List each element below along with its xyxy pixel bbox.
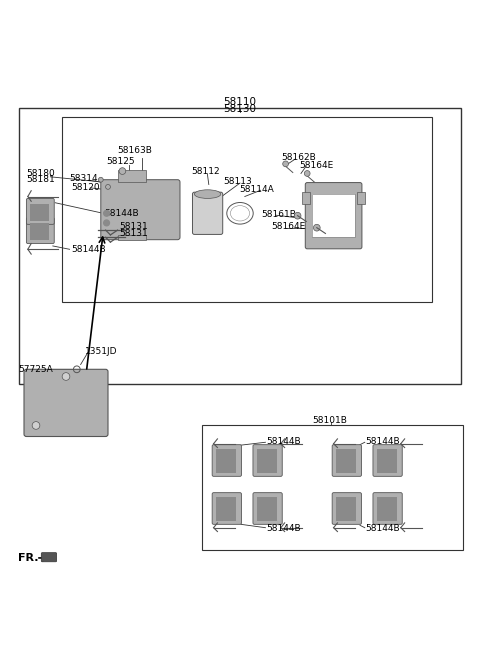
Text: 58131: 58131	[119, 222, 148, 231]
FancyBboxPatch shape	[212, 493, 241, 524]
FancyBboxPatch shape	[302, 192, 310, 204]
FancyBboxPatch shape	[216, 497, 236, 520]
Text: FR.: FR.	[18, 553, 39, 563]
Text: 58164E: 58164E	[271, 222, 305, 231]
Circle shape	[32, 422, 40, 429]
FancyBboxPatch shape	[373, 445, 402, 476]
Text: 58144B: 58144B	[266, 437, 301, 446]
Text: 58110: 58110	[224, 97, 256, 107]
FancyBboxPatch shape	[357, 192, 365, 204]
FancyBboxPatch shape	[332, 445, 361, 476]
Text: 58163B: 58163B	[118, 147, 153, 156]
Text: 58125: 58125	[107, 158, 135, 166]
Text: 58164E: 58164E	[300, 161, 334, 170]
Circle shape	[119, 168, 126, 174]
Text: 58180: 58180	[26, 170, 55, 179]
FancyBboxPatch shape	[118, 170, 146, 182]
Text: 58144B: 58144B	[71, 245, 106, 254]
Text: 58144B: 58144B	[366, 524, 400, 533]
FancyBboxPatch shape	[24, 369, 108, 436]
Circle shape	[98, 177, 103, 182]
Text: 58114A: 58114A	[239, 185, 274, 194]
FancyBboxPatch shape	[373, 493, 402, 524]
Ellipse shape	[194, 190, 221, 198]
Text: 57725A: 57725A	[18, 365, 53, 374]
FancyBboxPatch shape	[118, 235, 146, 240]
FancyBboxPatch shape	[30, 204, 49, 221]
FancyBboxPatch shape	[257, 497, 277, 520]
Text: 58112: 58112	[191, 167, 220, 175]
Text: 58130: 58130	[224, 104, 256, 114]
FancyBboxPatch shape	[253, 445, 282, 476]
FancyBboxPatch shape	[332, 493, 361, 524]
Circle shape	[104, 210, 109, 216]
FancyBboxPatch shape	[305, 183, 362, 249]
Circle shape	[106, 185, 110, 189]
Circle shape	[62, 373, 70, 380]
Text: 58314: 58314	[70, 174, 98, 183]
Text: 58144B: 58144B	[105, 209, 139, 218]
Text: 1351JD: 1351JD	[85, 346, 118, 355]
FancyBboxPatch shape	[192, 193, 223, 235]
Text: 58144B: 58144B	[366, 437, 400, 446]
FancyBboxPatch shape	[26, 217, 54, 244]
FancyBboxPatch shape	[336, 497, 356, 520]
FancyBboxPatch shape	[216, 449, 236, 472]
FancyBboxPatch shape	[101, 180, 180, 240]
Text: 58181: 58181	[26, 175, 55, 184]
FancyBboxPatch shape	[41, 553, 57, 562]
Text: 58144B: 58144B	[266, 524, 301, 533]
Circle shape	[283, 161, 288, 167]
Text: 58162B: 58162B	[281, 152, 315, 162]
FancyBboxPatch shape	[257, 449, 277, 472]
FancyBboxPatch shape	[377, 497, 397, 520]
Text: 58161B: 58161B	[262, 210, 297, 219]
FancyBboxPatch shape	[312, 194, 355, 237]
FancyBboxPatch shape	[336, 449, 356, 472]
FancyBboxPatch shape	[377, 449, 397, 472]
FancyBboxPatch shape	[26, 198, 54, 224]
Text: 58120: 58120	[71, 183, 100, 193]
Text: 58131: 58131	[119, 229, 148, 238]
Circle shape	[104, 220, 109, 226]
Text: 58101B: 58101B	[312, 416, 347, 425]
Circle shape	[304, 171, 310, 176]
Circle shape	[294, 212, 301, 219]
FancyBboxPatch shape	[212, 445, 241, 476]
FancyBboxPatch shape	[30, 223, 49, 240]
Circle shape	[313, 224, 320, 231]
FancyBboxPatch shape	[253, 493, 282, 524]
Text: 58113: 58113	[223, 177, 252, 186]
